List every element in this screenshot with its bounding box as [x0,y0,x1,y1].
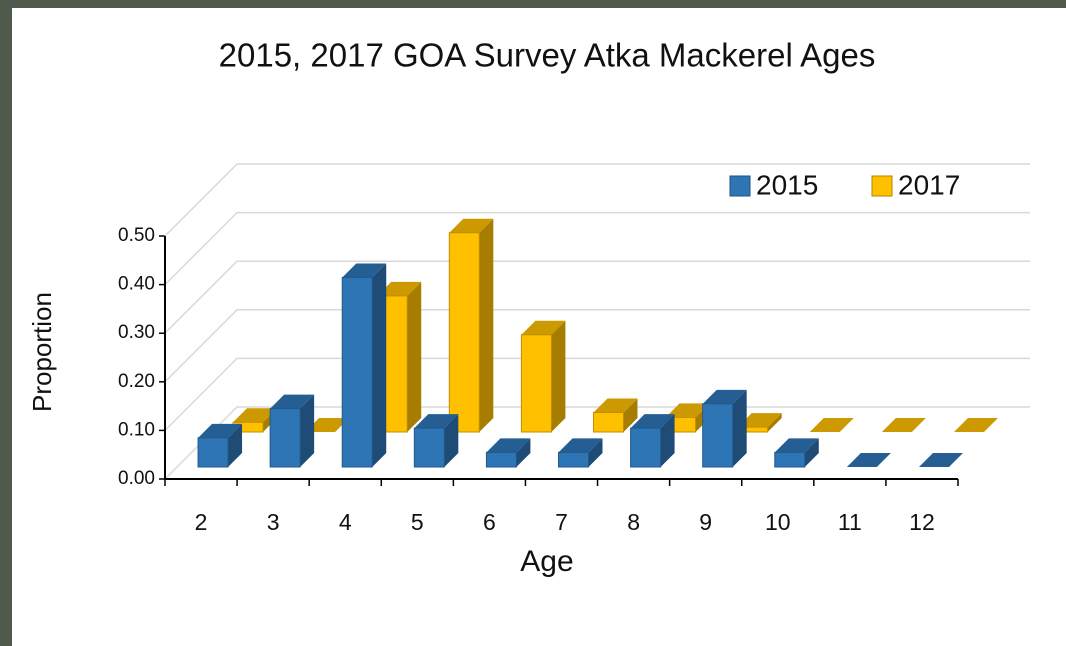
bar-top [593,398,638,413]
x-tick-label: 5 [411,509,424,535]
legend-swatch [871,175,893,197]
x-tick-label: 7 [555,509,568,535]
grid-line [164,211,1030,286]
bar [809,418,854,432]
bar-top [198,423,243,438]
bar-top [377,281,422,296]
bar [737,413,782,433]
chart: 2015, 2017 GOA Survey Atka Mackerel Ages… [12,8,1066,646]
bar-side [732,389,747,467]
bar-side [228,423,243,467]
bar-top [521,320,566,335]
bar-top [233,408,278,423]
bar-top [414,414,459,429]
x-tick-label: 12 [909,509,935,535]
x-tick-label: 2 [195,509,208,535]
bar-face [269,408,301,468]
x-tick-label: 11 [838,509,862,535]
bar [448,218,494,433]
bar-top [342,263,387,278]
bar [305,418,350,432]
bar-face [702,403,734,468]
bar-top [270,394,315,409]
bar-face [448,232,480,433]
legend-label: 2017 [898,169,960,200]
bar-top [630,414,675,429]
legend-swatch [729,175,751,197]
bar-face [593,412,624,433]
bar-top [953,418,998,432]
bar-side [660,414,675,467]
bar-face [520,334,552,433]
x-tick-label: 9 [699,509,712,535]
bar [341,263,387,468]
bar-top [665,403,710,418]
bar-top [486,438,531,453]
grid-line [164,260,1030,334]
bar [558,438,603,468]
y-tick-label: 0.30 [118,322,155,343]
bar-face [485,451,517,468]
bar-side [623,398,638,432]
bar-side [551,320,566,432]
bar [485,438,531,468]
y-tick-label: 0.20 [118,371,155,392]
x-tick-label: 3 [267,509,280,535]
bar-top [809,418,854,432]
bar-side [407,281,422,432]
bar [918,453,963,467]
bar [197,423,243,468]
bar-side [444,414,459,467]
x-tick-label: 4 [339,509,352,535]
legend-label: 2015 [756,169,818,200]
bar-top [881,418,926,432]
bar [269,394,315,468]
bar-side [372,263,387,467]
grid-line [164,406,1030,480]
y-tick-label: 0.40 [118,274,155,295]
bar-top [774,438,819,453]
bar [953,418,998,432]
bar [520,320,566,433]
bar [630,414,675,468]
y-tick-label: 0.10 [118,419,155,440]
bar [593,398,638,433]
x-tick-label: 6 [483,509,496,535]
bar-face [341,276,373,468]
grid-line [164,163,1030,237]
bar-face [558,451,589,468]
bar-face [774,451,806,468]
bar-face [197,437,229,468]
bar-side [804,438,819,467]
bar-top [918,453,963,467]
bar [881,418,926,432]
bar-top [702,389,747,404]
y-axis-title: Proportion [27,292,57,412]
bar-face [630,427,662,468]
y-tick-label: 0.00 [118,468,155,489]
grid-line [164,309,1030,383]
bar-side [300,394,315,467]
bar-side [479,218,494,432]
bar-side [516,438,531,467]
x-tick-label: 10 [765,509,791,535]
chart-title: 2015, 2017 GOA Survey Atka Mackerel Ages [219,37,876,74]
bar-face [413,427,445,468]
bar [774,438,819,468]
bar-top [737,413,782,428]
bar-side [588,438,603,467]
bar [413,414,459,468]
bar-top [449,218,494,233]
x-axis-title: Age [520,545,573,578]
bar-top [846,453,891,467]
grid-line [164,357,1030,431]
bar-side [767,413,782,432]
bar-top [558,438,603,453]
bar [846,453,891,467]
bar [702,389,747,468]
y-tick-label: 0.50 [118,225,155,246]
x-tick-label: 8 [627,509,640,535]
bar-top [305,418,350,432]
